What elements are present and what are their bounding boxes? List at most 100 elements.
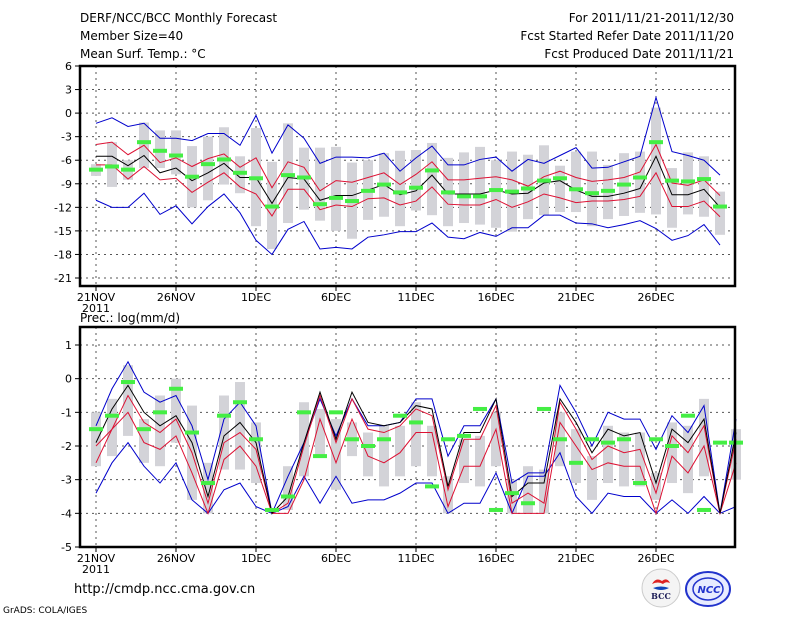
ensemble-box — [427, 142, 437, 216]
ensemble-box — [331, 146, 341, 231]
observed-marker — [217, 413, 231, 418]
max-line — [95, 95, 721, 176]
observed-marker — [409, 185, 423, 190]
y-tick-label: -5 — [61, 541, 72, 554]
source-url[interactable]: http://cmdp.ncc.cma.gov.cn — [74, 582, 256, 597]
y-tick-label: 6 — [65, 60, 72, 73]
ensemble-box — [411, 150, 421, 211]
observed-marker — [201, 162, 215, 167]
ensemble-box — [155, 395, 165, 467]
x-tick-label: 1DEC — [241, 291, 271, 304]
max-line — [95, 360, 737, 516]
observed-marker — [505, 491, 519, 496]
ensemble-box — [459, 152, 469, 224]
observed-marker — [313, 454, 327, 459]
ensemble-box — [555, 165, 565, 213]
bcc-logo-icon: BCC — [641, 568, 681, 608]
ensemble-box — [203, 136, 213, 201]
ensemble-box — [571, 151, 581, 213]
observed-marker — [585, 191, 599, 196]
chart-title: DERF/NCC/BCC Monthly Forecast — [80, 11, 278, 25]
observed-marker — [409, 420, 423, 425]
forecast-period: For 2011/11/21-2011/12/30 — [568, 11, 734, 25]
x-tick-label: 21NOV — [77, 291, 116, 304]
y-tick-label: -21 — [54, 272, 72, 285]
observed-marker — [249, 176, 263, 181]
observed-marker — [681, 413, 695, 418]
ensemble-box — [299, 402, 309, 477]
x-year-label: 2011 — [82, 563, 110, 576]
x-tick-label: 26NOV — [157, 552, 196, 565]
observed-marker — [617, 437, 631, 442]
observed-marker — [665, 444, 679, 448]
observed-marker — [281, 494, 295, 499]
observed-marker — [169, 386, 183, 391]
ensemble-box — [667, 422, 677, 484]
observed-marker — [569, 187, 583, 192]
ensemble-box — [331, 419, 341, 490]
ensemble-box — [203, 462, 213, 514]
ensemble-box — [491, 412, 501, 467]
x-tick-label: 16DEC — [477, 552, 514, 565]
ensemble-box — [635, 432, 645, 487]
observed-marker — [393, 190, 407, 195]
median-line — [96, 154, 721, 208]
produced-date: Fcst Produced Date 2011/11/21 — [544, 47, 734, 61]
observed-marker — [249, 437, 263, 442]
ncc-logo: NCC — [684, 570, 732, 608]
x-tick-label: 6DEC — [321, 552, 351, 565]
x-tick-label: 21DEC — [557, 552, 594, 565]
observed-marker — [473, 406, 487, 411]
x-tick-label: 6DEC — [321, 291, 351, 304]
observed-marker — [457, 433, 471, 438]
observed-marker — [89, 427, 103, 432]
min-line — [95, 192, 721, 256]
top-panel-title: Mean Surf. Temp.: °C — [80, 47, 206, 61]
observed-marker — [361, 188, 375, 193]
plot-frame — [78, 64, 737, 288]
y-tick-label: -6 — [61, 154, 72, 167]
ensemble-box — [395, 150, 405, 227]
observed-marker — [665, 178, 679, 183]
ensemble-box — [251, 422, 261, 484]
ensemble-box — [171, 378, 181, 443]
ensemble-box — [315, 408, 325, 457]
x-tick-label: 21DEC — [557, 291, 594, 304]
ensemble-box — [427, 425, 437, 477]
observed-marker — [441, 190, 455, 195]
svg-text:NCC: NCC — [697, 585, 721, 596]
ensemble-box — [475, 146, 485, 225]
observed-marker — [345, 199, 359, 204]
observed-marker — [153, 410, 167, 415]
ensemble-box — [699, 156, 709, 217]
observed-marker — [233, 170, 247, 175]
y-tick-label: 1 — [65, 339, 72, 352]
y-tick-label: -2 — [61, 440, 72, 453]
ensemble-box — [123, 365, 133, 436]
ensemble-box — [283, 466, 293, 510]
lower-quartile-line — [96, 164, 721, 218]
y-tick-label: -3 — [61, 131, 72, 144]
started-date: Fcst Started Refer Date 2011/11/20 — [520, 29, 734, 43]
temperature-panel: 6 3 0 -3 -6 -9 -12 -15 -18 -21 21NOV 26NOV 1DEC 6DEC 1… — [54, 60, 737, 315]
observed-marker — [521, 501, 535, 506]
observed-marker — [105, 413, 119, 418]
y-tick-label: -4 — [61, 507, 72, 520]
observed-marker — [697, 177, 711, 182]
observed-marker — [297, 175, 311, 180]
observed-marker — [537, 178, 551, 183]
ensemble-box — [571, 429, 581, 484]
observed-marker — [281, 173, 295, 178]
ensemble-box — [683, 425, 693, 494]
observed-marker — [185, 174, 199, 179]
ensemble-box — [443, 476, 453, 514]
observed-marker — [329, 410, 343, 415]
observed-marker — [569, 460, 583, 465]
ensemble-box — [491, 160, 501, 228]
y-tick-label: -18 — [54, 248, 72, 261]
ensemble-box — [459, 439, 469, 484]
x-tick-label: 1DEC — [241, 552, 271, 565]
observed-marker — [537, 406, 551, 411]
observed-marker — [297, 410, 311, 415]
